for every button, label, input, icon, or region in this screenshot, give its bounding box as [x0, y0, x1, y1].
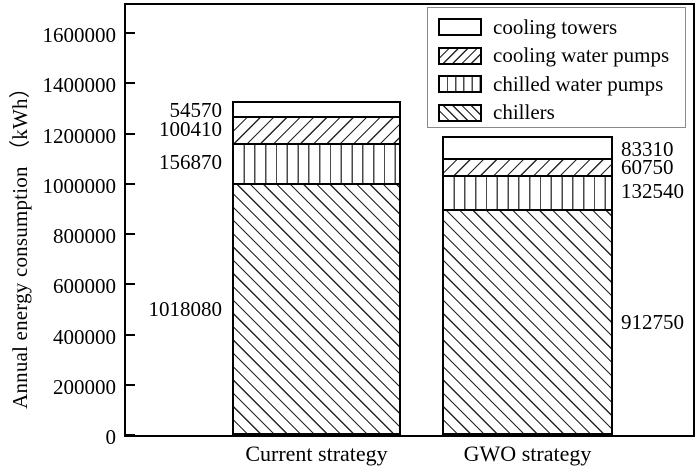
value-label-current-strategy-cooling-towers: 54570 [169, 97, 223, 122]
x-axis-category-gwo-strategy: GWO strategy [463, 441, 592, 466]
legend-swatch-chilled-water-pumps [438, 75, 482, 94]
legend-label-chilled-water-pumps: chilled water pumps [493, 71, 664, 96]
y-axis-tick [126, 32, 135, 34]
y-axis-tick [126, 383, 135, 386]
bar-segment-cooling-water-pumps [444, 158, 611, 176]
y-axis-tick [126, 283, 135, 286]
y-axis-tick [126, 434, 135, 436]
legend-item-chilled-water-pumps: chilled water pumps [438, 70, 685, 99]
legend-item-cooling-water-pumps: cooling water pumps [438, 42, 685, 71]
y-axis-tick-label: 1000000 [42, 173, 117, 198]
y-axis-tick [126, 333, 135, 336]
bar-segment-cooling-towers [234, 103, 399, 117]
y-axis-tick [126, 182, 135, 185]
legend-label-cooling-water-pumps: cooling water pumps [493, 43, 670, 68]
y-axis-tick-label: 1200000 [42, 123, 117, 148]
value-label-current-strategy-chillers: 1018080 [148, 297, 223, 322]
bar-segment-cooling-towers [444, 138, 611, 159]
bar-segment-chilled-water-pumps [444, 175, 611, 210]
legend-swatch-cooling-water-pumps [438, 46, 482, 65]
y-axis-tick-label: 600000 [53, 274, 116, 299]
x-axis-category-current-strategy: Current strategy [245, 441, 388, 466]
legend-label-cooling-towers: cooling towers [493, 14, 618, 39]
value-label-gwo-strategy-chilled-water-pumps: 132540 [621, 179, 684, 204]
y-axis-tick-label: 400000 [53, 324, 116, 349]
value-label-current-strategy-chilled-water-pumps: 156870 [159, 149, 222, 174]
y-axis-tick [126, 132, 135, 135]
value-label-gwo-strategy-cooling-towers: 83310 [621, 136, 674, 161]
y-axis-tick-label: 1400000 [42, 73, 117, 98]
value-label-gwo-strategy-chillers: 912750 [621, 310, 684, 335]
y-axis-tick-label: 200000 [53, 374, 116, 399]
y-axis-tick-label: 1600000 [42, 23, 117, 47]
legend-swatch-cooling-towers [438, 18, 482, 37]
bar-current-strategy [232, 101, 401, 435]
legend-label-chillers: chillers [493, 100, 555, 125]
y-axis-tick [126, 233, 135, 235]
value-label-current-strategy-cooling-water-pumps: 100410 [159, 117, 222, 142]
legend-swatch-chillers [438, 103, 482, 122]
y-axis-tick [126, 82, 135, 85]
legend-item-chillers: chillers [438, 99, 685, 128]
bar-segment-chilled-water-pumps [234, 142, 399, 183]
bar-gwo-strategy [442, 136, 613, 435]
bar-segment-cooling-water-pumps [234, 116, 399, 143]
y-axis-tick-label: 800000 [53, 224, 116, 248]
value-label-gwo-strategy-cooling-water-pumps: 60750 [621, 154, 674, 179]
y-axis-tick-label: 0 [105, 425, 117, 449]
legend: cooling towers cooling water pumps chilled… [427, 7, 686, 128]
bar-segment-chillers [234, 182, 399, 434]
legend-item-cooling-towers: cooling towers [438, 13, 685, 42]
bar-segment-chillers [444, 209, 611, 433]
